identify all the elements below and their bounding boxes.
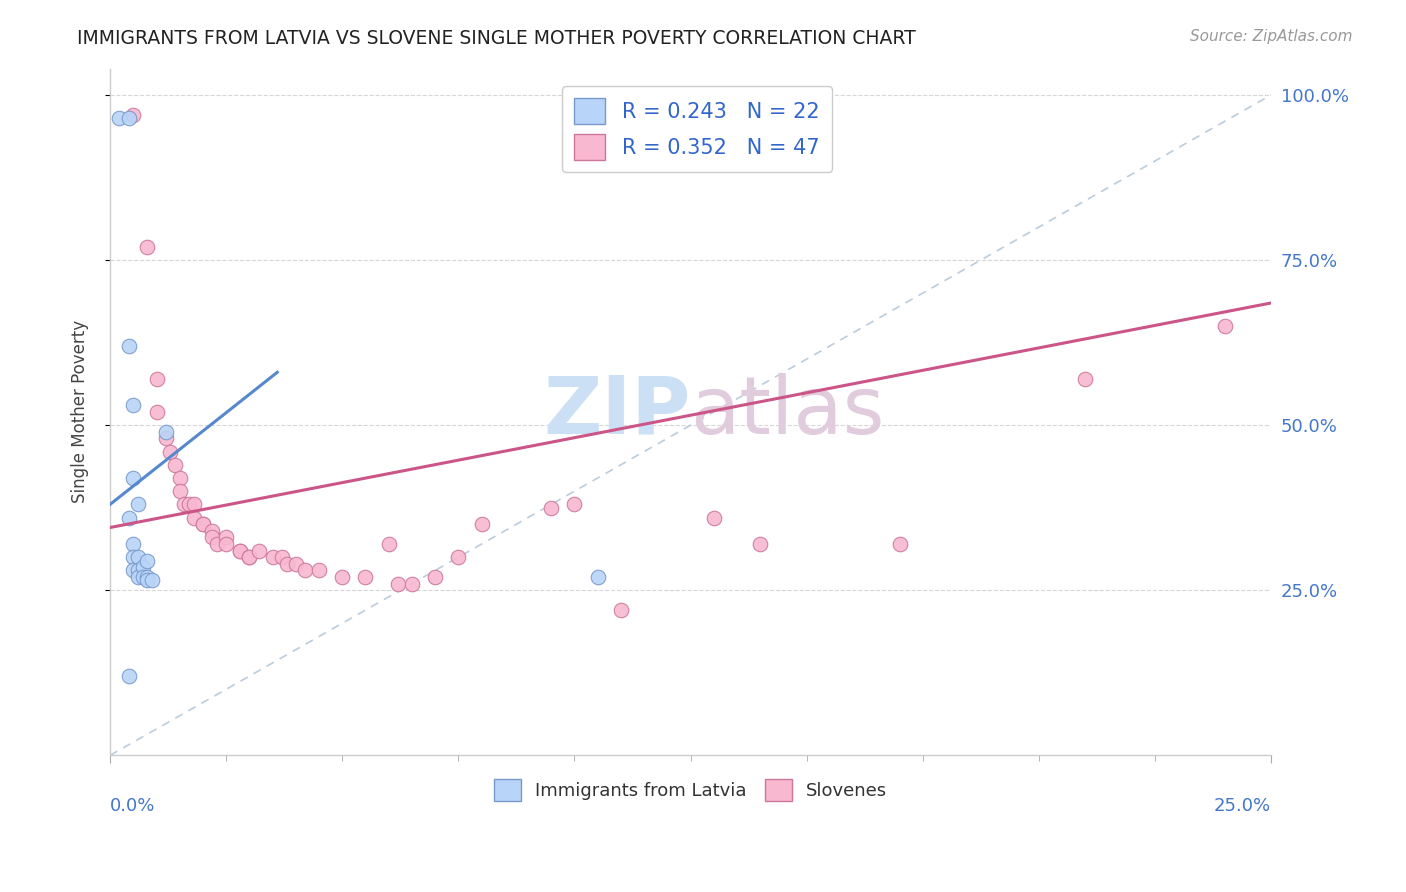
Point bbox=[308, 563, 330, 577]
Point bbox=[118, 339, 141, 353]
Point bbox=[447, 550, 470, 565]
Point bbox=[127, 497, 149, 511]
Point bbox=[471, 517, 494, 532]
Point bbox=[127, 550, 149, 565]
Point bbox=[122, 550, 145, 565]
Point bbox=[229, 543, 252, 558]
Point bbox=[294, 563, 316, 577]
Text: IMMIGRANTS FROM LATVIA VS SLOVENE SINGLE MOTHER POVERTY CORRELATION CHART: IMMIGRANTS FROM LATVIA VS SLOVENE SINGLE… bbox=[77, 29, 917, 48]
Point bbox=[586, 570, 609, 584]
Point bbox=[889, 537, 911, 551]
Point bbox=[284, 557, 307, 571]
Point bbox=[191, 517, 214, 532]
Text: 25.0%: 25.0% bbox=[1213, 797, 1271, 814]
Point bbox=[169, 471, 191, 485]
Point bbox=[387, 576, 409, 591]
Point bbox=[215, 537, 238, 551]
Point bbox=[238, 550, 260, 565]
Point bbox=[122, 471, 145, 485]
Point bbox=[610, 603, 633, 617]
Point bbox=[247, 543, 270, 558]
Point bbox=[749, 537, 772, 551]
Point bbox=[131, 570, 153, 584]
Point bbox=[354, 570, 377, 584]
Point bbox=[136, 574, 159, 588]
Point bbox=[118, 111, 141, 125]
Point bbox=[173, 497, 195, 511]
Text: atlas: atlas bbox=[690, 373, 884, 451]
Point bbox=[201, 524, 224, 538]
Point bbox=[118, 510, 141, 524]
Y-axis label: Single Mother Poverty: Single Mother Poverty bbox=[72, 320, 89, 503]
Point bbox=[564, 497, 586, 511]
Point bbox=[136, 240, 159, 254]
Point bbox=[118, 669, 141, 683]
Point bbox=[122, 563, 145, 577]
Point bbox=[136, 553, 159, 567]
Point bbox=[215, 530, 238, 544]
Point bbox=[276, 557, 298, 571]
Point bbox=[401, 576, 423, 591]
Point bbox=[127, 570, 149, 584]
Point bbox=[262, 550, 284, 565]
Point bbox=[122, 537, 145, 551]
Point bbox=[191, 517, 214, 532]
Point bbox=[377, 537, 399, 551]
Point bbox=[540, 500, 562, 515]
Point bbox=[183, 497, 205, 511]
Point bbox=[205, 537, 228, 551]
Point bbox=[131, 560, 153, 574]
Point bbox=[183, 510, 205, 524]
Point bbox=[127, 563, 149, 577]
Point bbox=[703, 510, 725, 524]
Point bbox=[159, 444, 181, 458]
Point bbox=[238, 550, 260, 565]
Point bbox=[145, 405, 167, 419]
Point bbox=[122, 108, 145, 122]
Point bbox=[425, 570, 447, 584]
Point bbox=[155, 425, 177, 439]
Text: ZIP: ZIP bbox=[543, 373, 690, 451]
Point bbox=[122, 398, 145, 412]
Point bbox=[155, 431, 177, 445]
Point bbox=[165, 458, 187, 472]
Point bbox=[141, 574, 163, 588]
Point bbox=[136, 570, 159, 584]
Point bbox=[177, 497, 200, 511]
Legend: Immigrants from Latvia, Slovenes: Immigrants from Latvia, Slovenes bbox=[486, 772, 894, 808]
Point bbox=[145, 372, 167, 386]
Point bbox=[229, 543, 252, 558]
Point bbox=[169, 484, 191, 499]
Point bbox=[1213, 319, 1236, 334]
Point bbox=[108, 111, 131, 125]
Text: 0.0%: 0.0% bbox=[110, 797, 156, 814]
Point bbox=[330, 570, 353, 584]
Text: Source: ZipAtlas.com: Source: ZipAtlas.com bbox=[1189, 29, 1353, 45]
Point bbox=[271, 550, 294, 565]
Point bbox=[1074, 372, 1097, 386]
Point bbox=[201, 530, 224, 544]
